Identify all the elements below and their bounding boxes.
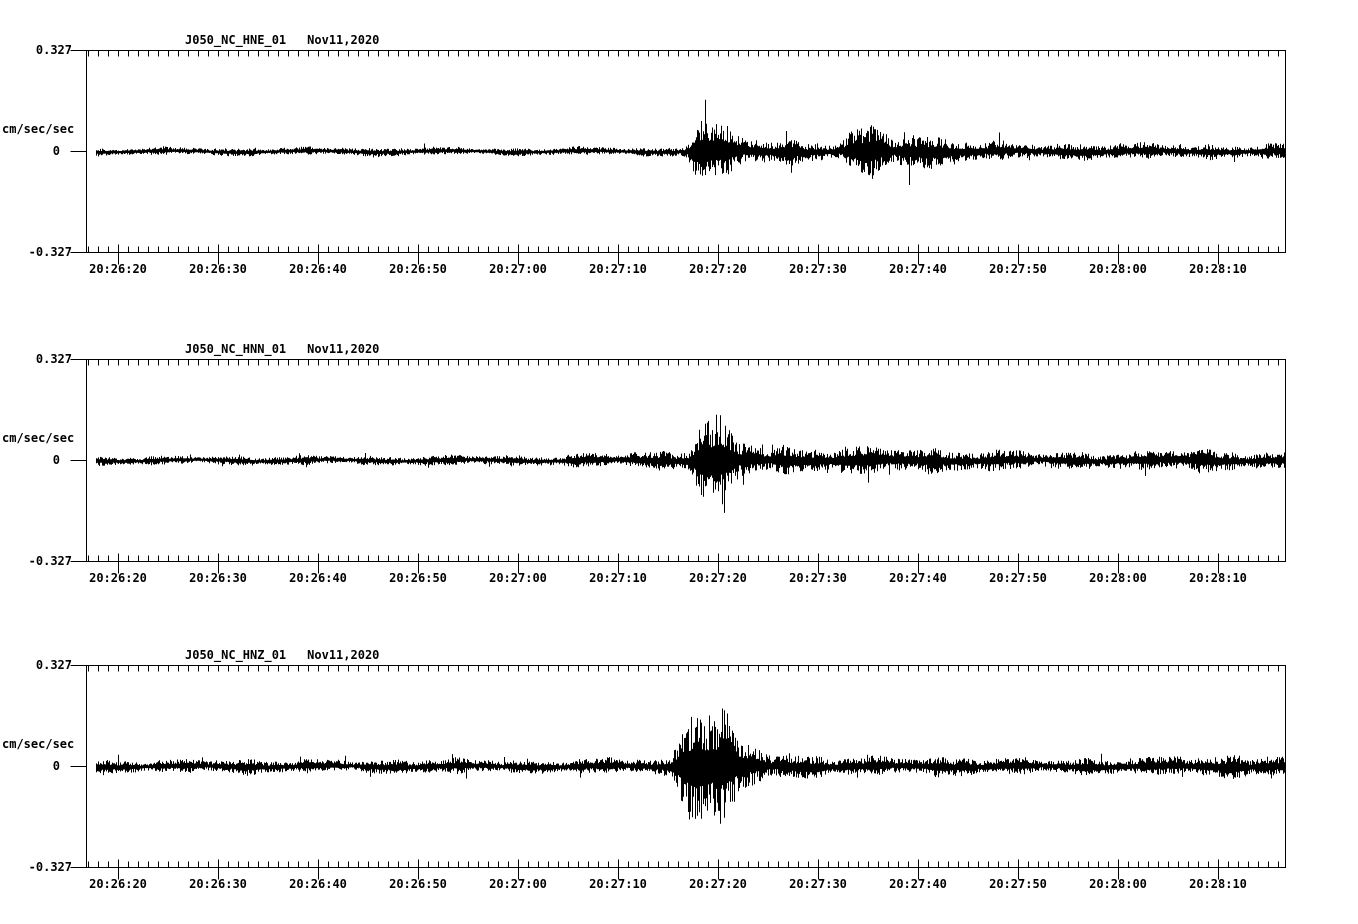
x-tick-label: 20:26:50 bbox=[389, 262, 447, 276]
x-tick-label: 20:26:50 bbox=[389, 877, 447, 891]
y-units-label: cm/sec/sec bbox=[2, 431, 75, 445]
y-min-label: -0.327 bbox=[28, 245, 72, 259]
channel-title: J050_NC_HNN_01 bbox=[185, 342, 287, 356]
waveform-trace bbox=[96, 99, 1285, 185]
x-tick-label: 20:27:20 bbox=[689, 877, 747, 891]
x-tick-label: 20:27:10 bbox=[589, 571, 647, 585]
x-tick-label: 20:27:10 bbox=[589, 877, 647, 891]
x-tick-label: 20:27:40 bbox=[889, 877, 947, 891]
seismogram-panel-hnn: J050_NC_HNN_01 Nov11,2020 0.327 cm/sec/se… bbox=[0, 342, 1358, 599]
axis-ticks bbox=[70, 50, 1279, 265]
date-label: Nov11,2020 bbox=[307, 342, 380, 356]
y-zero-label: 0 bbox=[52, 144, 60, 158]
channel-title: J050_NC_HNE_01 bbox=[185, 33, 287, 47]
x-tick-label: 20:27:30 bbox=[789, 877, 847, 891]
x-tick-label: 20:27:20 bbox=[689, 571, 747, 585]
axis-ticks bbox=[70, 665, 1279, 880]
y-max-label: 0.327 bbox=[35, 352, 72, 366]
x-tick-label: 20:26:20 bbox=[89, 571, 147, 585]
date-label: Nov11,2020 bbox=[307, 33, 380, 47]
seismogram-plot bbox=[70, 359, 1286, 574]
y-max-label: 0.327 bbox=[35, 658, 72, 672]
y-max-label: 0.327 bbox=[35, 43, 72, 57]
y-units-label: cm/sec/sec bbox=[2, 737, 75, 751]
seismogram-plot bbox=[70, 50, 1286, 265]
x-tick-label: 20:28:00 bbox=[1089, 571, 1147, 585]
x-tick-label: 20:26:30 bbox=[189, 262, 247, 276]
x-tick-label: 20:26:50 bbox=[389, 571, 447, 585]
x-tick-label: 20:26:40 bbox=[289, 262, 347, 276]
x-tick-label: 20:26:20 bbox=[89, 877, 147, 891]
seismogram-plot bbox=[70, 665, 1286, 880]
x-tick-label: 20:28:10 bbox=[1189, 877, 1247, 891]
x-tick-label: 20:27:00 bbox=[489, 571, 547, 585]
x-tick-label: 20:27:50 bbox=[989, 877, 1047, 891]
x-tick-label: 20:27:00 bbox=[489, 877, 547, 891]
x-tick-label: 20:27:20 bbox=[689, 262, 747, 276]
x-tick-label: 20:27:40 bbox=[889, 571, 947, 585]
panel-title-row: J050_NC_HNN_01 Nov11,2020 bbox=[185, 342, 379, 356]
panel-title-row: J050_NC_HNZ_01 Nov11,2020 bbox=[185, 648, 379, 662]
y-units-label: cm/sec/sec bbox=[2, 122, 75, 136]
x-tick-label: 20:28:10 bbox=[1189, 262, 1247, 276]
y-min-label: -0.327 bbox=[28, 554, 72, 568]
x-tick-label: 20:26:40 bbox=[289, 571, 347, 585]
x-tick-label: 20:27:30 bbox=[789, 262, 847, 276]
x-tick-label: 20:27:50 bbox=[989, 571, 1047, 585]
x-tick-label: 20:26:20 bbox=[89, 262, 147, 276]
date-label: Nov11,2020 bbox=[307, 648, 380, 662]
x-tick-label: 20:27:50 bbox=[989, 262, 1047, 276]
x-tick-label: 20:28:10 bbox=[1189, 571, 1247, 585]
x-tick-label: 20:27:30 bbox=[789, 571, 847, 585]
x-tick-label: 20:27:00 bbox=[489, 262, 547, 276]
x-tick-label: 20:27:10 bbox=[589, 262, 647, 276]
x-tick-label: 20:26:30 bbox=[189, 571, 247, 585]
panel-title-row: J050_NC_HNE_01 Nov11,2020 bbox=[185, 33, 379, 47]
seismogram-panel-hne: J050_NC_HNE_01 Nov11,2020 0.327 cm/sec/se… bbox=[0, 33, 1358, 290]
y-zero-label: 0 bbox=[52, 453, 60, 467]
waveform-trace bbox=[96, 708, 1285, 824]
x-tick-label: 20:27:40 bbox=[889, 262, 947, 276]
x-tick-label: 20:28:00 bbox=[1089, 877, 1147, 891]
channel-title: J050_NC_HNZ_01 bbox=[185, 648, 287, 662]
waveform-trace bbox=[96, 414, 1285, 513]
x-tick-label: 20:28:00 bbox=[1089, 262, 1147, 276]
x-tick-label: 20:26:40 bbox=[289, 877, 347, 891]
axis-ticks bbox=[70, 359, 1279, 574]
x-tick-label: 20:26:30 bbox=[189, 877, 247, 891]
seismogram-panel-hnz: J050_NC_HNZ_01 Nov11,2020 0.327 cm/sec/se… bbox=[0, 648, 1358, 905]
y-zero-label: 0 bbox=[52, 759, 60, 773]
y-min-label: -0.327 bbox=[28, 860, 72, 874]
